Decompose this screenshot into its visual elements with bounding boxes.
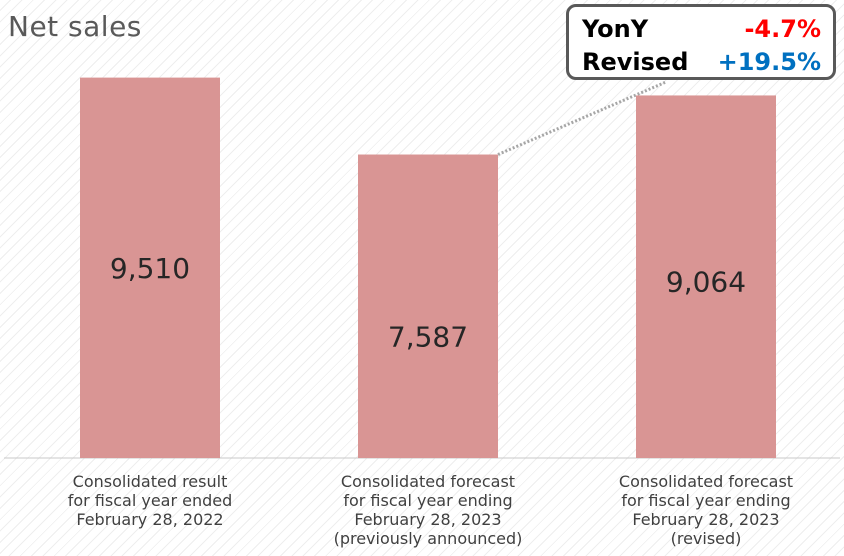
chart-title: Net sales xyxy=(8,10,142,43)
yoy-label: YonY xyxy=(582,15,649,43)
x-tick-label-1: Consolidated result for fiscal year ended… xyxy=(30,472,270,529)
revised-value: +19.5% xyxy=(717,48,821,76)
x-tick-label-line: for fiscal year ending xyxy=(621,491,791,510)
x-tick-label-line: (revised) xyxy=(670,529,742,548)
x-tick-label-line: Consolidated forecast xyxy=(340,472,516,491)
x-tick-label-line: Consolidated forecast xyxy=(618,472,794,491)
x-tick-label-line: Consolidated result xyxy=(72,472,228,491)
x-tick-label-line: February 28, 2022 xyxy=(76,510,224,529)
bar-2 xyxy=(358,154,498,458)
change-callout: YonY -4.7% Revised +19.5% xyxy=(566,4,836,80)
x-tick-label-line: February 28, 2023 xyxy=(632,510,780,529)
x-tick-label-2: Consolidated forecast for fiscal year end… xyxy=(308,472,548,548)
x-tick-label-line: February 28, 2023 xyxy=(354,510,502,529)
callout-connector xyxy=(497,80,667,156)
revised-row: Revised +19.5% xyxy=(582,46,821,79)
yoy-value: -4.7% xyxy=(744,15,821,43)
x-tick-label-line: for fiscal year ended xyxy=(67,491,233,510)
bar-value-label-1: 9,510 xyxy=(110,252,190,285)
yoy-row: YonY -4.7% xyxy=(582,13,821,46)
bar-value-label-2: 7,587 xyxy=(388,320,468,353)
x-tick-label-line: (previously announced) xyxy=(333,529,523,548)
bar-value-label-3: 9,064 xyxy=(666,266,746,299)
revised-label: Revised xyxy=(582,48,689,76)
bar-1 xyxy=(80,77,220,458)
x-tick-label-3: Consolidated forecast for fiscal year end… xyxy=(586,472,826,548)
x-tick-label-line: for fiscal year ending xyxy=(343,491,513,510)
bar-3 xyxy=(636,95,776,458)
